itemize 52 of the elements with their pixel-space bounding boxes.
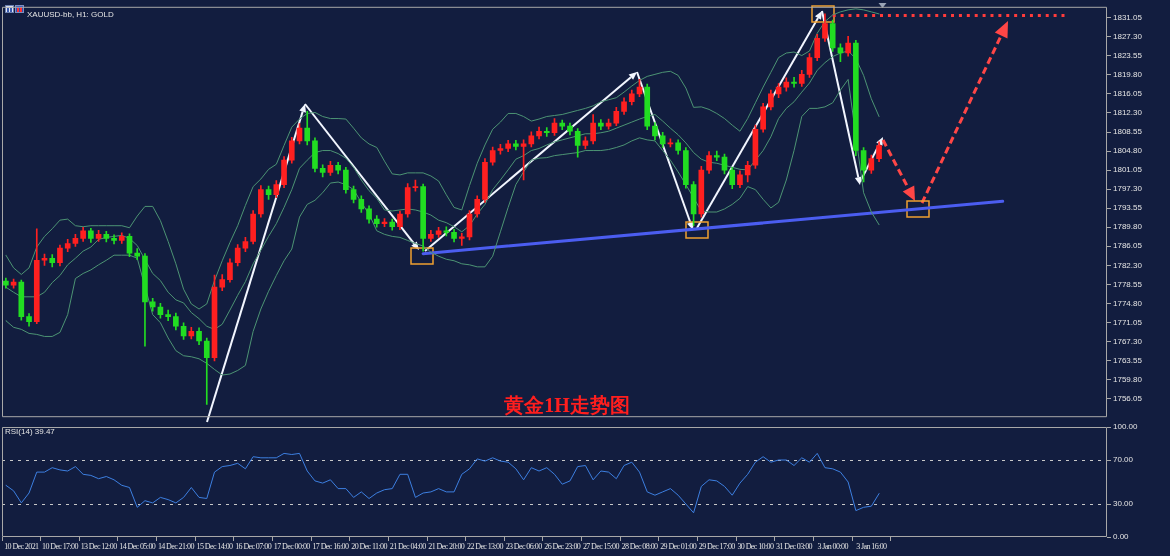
y-tick-label: 1793.55 [1113, 203, 1143, 213]
y-tick-label: 1782.30 [1113, 260, 1143, 270]
y-tick-label: 1774.80 [1113, 298, 1143, 308]
x-tick-label: 30 Dec 10:00 [737, 542, 774, 552]
y-tick-label: 1771.05 [1113, 317, 1143, 327]
x-tick-label: 23 Dec 06:00 [505, 542, 543, 552]
y-tick-label: 1812.30 [1113, 108, 1143, 118]
x-tick-label: 15 Dec 14:00 [196, 542, 234, 552]
y-tick-label: 1756.05 [1113, 393, 1143, 403]
annotation: 黄金1H走势图 [503, 394, 630, 417]
y-tick-label: 1827.30 [1113, 31, 1143, 41]
y-tick-label: 1789.80 [1113, 222, 1143, 232]
y-tick-label: 1801.05 [1113, 165, 1143, 175]
x-tick-label: 17 Dec 00:00 [273, 542, 311, 552]
y-tick-label: 1786.05 [1113, 241, 1143, 251]
y-tick-label: 1759.80 [1113, 374, 1143, 384]
x-tick-label: 28 Dec 08:00 [621, 542, 659, 552]
x-tick-label: 27 Dec 15:00 [582, 542, 620, 552]
x-tick-label: 26 Dec 23:00 [544, 542, 581, 552]
y-tick-label: 1831.05 [1113, 12, 1143, 22]
chart-title: RSI(14) 39.47 [5, 427, 56, 437]
y-tick-label: 1767.30 [1113, 336, 1143, 346]
x-tick-label: 22 Dec 13:00 [467, 542, 504, 552]
x-tick-label: 10 Dec 17:00 [42, 542, 79, 552]
y-tick-label: 1823.55 [1113, 51, 1143, 61]
x-tick-label: 21 Dec 20:00 [428, 542, 465, 552]
y-tick-label: 1778.55 [1113, 279, 1143, 289]
x-tick-label: 31 Dec 03:00 [776, 542, 813, 552]
y-tick-label: 0.00 [1113, 532, 1130, 542]
x-tick-label: 20 Dec 11:00 [351, 542, 388, 552]
x-tick-label: 29 Dec 17:00 [698, 542, 736, 552]
x-tick-label: 17 Dec 16:00 [312, 542, 349, 552]
y-tick-label: 1804.80 [1113, 146, 1143, 156]
y-tick-label: 1797.30 [1113, 184, 1143, 194]
x-tick-label: 3 Jan 16:00 [856, 542, 888, 552]
x-tick-label: 13 Dec 12:00 [80, 542, 118, 552]
y-tick-label: 70.00 [1113, 455, 1134, 465]
y-tick-label: 1808.55 [1113, 127, 1143, 137]
x-tick-label: 14 Dec 21:00 [157, 542, 195, 552]
x-tick-label: 29 Dec 01:00 [660, 542, 697, 552]
x-tick-label: 16 Dec 07:00 [235, 542, 272, 552]
y-tick-label: 30.00 [1113, 499, 1134, 509]
chart-title: XAUUSD-bb, H1: GOLD [27, 10, 114, 19]
x-tick-label: 21 Dec 04:00 [389, 542, 427, 552]
x-tick-label: 10 Dec 2021 [4, 542, 40, 552]
x-tick-label: 3 Jan 00:00 [817, 542, 849, 552]
y-tick-label: 100.00 [1113, 422, 1139, 432]
candlestick [443, 226, 450, 237]
x-tick-label: 14 Dec 05:00 [119, 542, 156, 552]
y-tick-label: 1816.05 [1113, 89, 1143, 99]
y-tick-label: 1763.55 [1113, 355, 1143, 365]
y-tick-label: 1819.80 [1113, 70, 1143, 80]
